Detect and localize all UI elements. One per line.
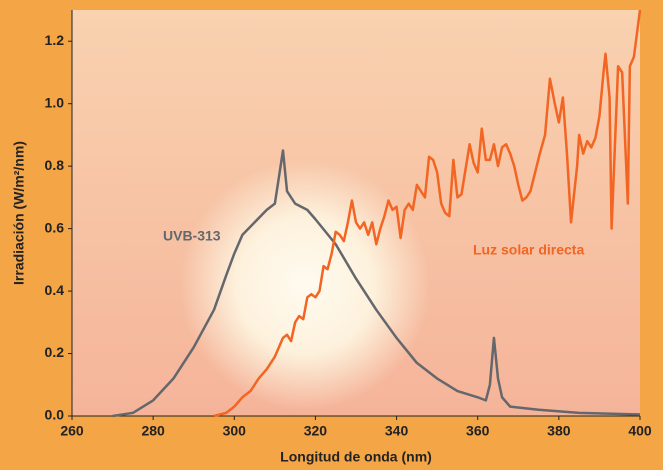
y-tick-label: 0.6: [45, 219, 65, 235]
y-tick-label: 0.8: [45, 157, 65, 173]
series-line: [213, 9, 642, 418]
x-tick-label: 340: [385, 423, 409, 439]
y-axis-label: Irradiación (W/m²/nm): [11, 141, 27, 285]
x-tick-label: 260: [60, 423, 84, 439]
y-tick-label: 0.0: [45, 407, 65, 423]
x-tick-label: 320: [304, 423, 328, 439]
x-axis-label: Longitud de onda (nm): [280, 449, 432, 465]
x-tick-label: 380: [547, 423, 571, 439]
y-tick-label: 1.0: [45, 94, 65, 110]
x-tick-label: 280: [141, 423, 165, 439]
x-tick-label: 400: [628, 423, 652, 439]
series-line: [112, 149, 641, 418]
y-tick-label: 0.2: [45, 344, 65, 360]
y-tick-label: 0.4: [45, 282, 65, 298]
x-tick-label: 360: [466, 423, 490, 439]
annotation: UVB-313: [163, 228, 221, 244]
y-tick-label: 1.2: [45, 32, 65, 48]
x-tick-label: 300: [223, 423, 247, 439]
annotation: Luz solar directa: [473, 242, 584, 258]
sun-glow: [180, 160, 430, 410]
